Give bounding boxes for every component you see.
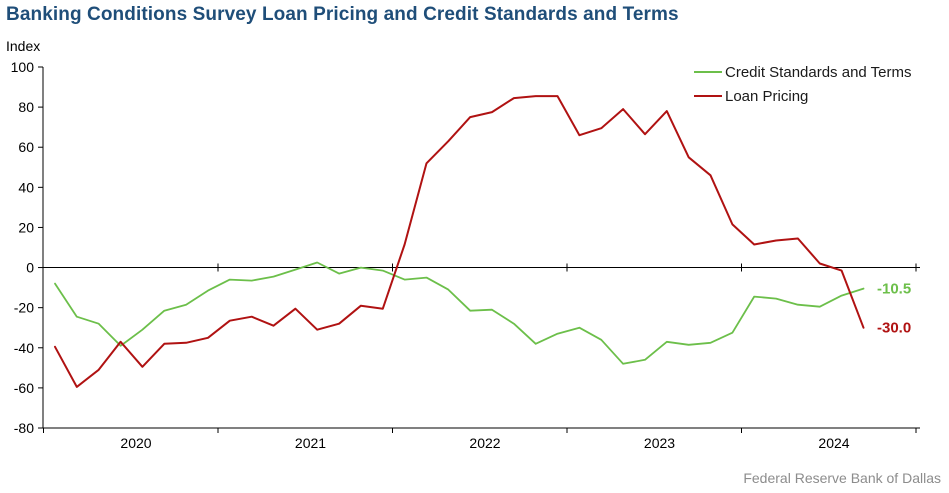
end-labels: -10.5 -30.0 [877, 281, 911, 337]
series-line-credit-standards-and-terms [54, 261, 865, 365]
plot-area [54, 95, 865, 388]
y-tick-label: 60 [18, 139, 34, 155]
y-tick-label: 0 [26, 260, 34, 276]
legend: Credit Standards and Terms Loan Pricing [694, 64, 911, 105]
y-axis: -80 -60 -40 -20 0 20 40 60 80 100 [11, 59, 44, 436]
y-tick-label: -20 [14, 300, 34, 316]
x-axis: 2020 2021 2022 2023 2024 [43, 263, 920, 451]
y-tick-label: 20 [18, 219, 34, 235]
end-value-label: -30.0 [877, 320, 911, 337]
series-line-loan-pricing [54, 95, 865, 388]
chart-title: Banking Conditions Survey Loan Pricing a… [6, 4, 679, 25]
legend-label: Loan Pricing [725, 88, 808, 105]
x-tick-label: 2021 [295, 435, 326, 451]
y-axis-label: Index [6, 38, 40, 54]
y-tick-label: -80 [14, 420, 34, 436]
x-tick-label: 2020 [120, 435, 151, 451]
x-tick-label: 2024 [818, 435, 849, 451]
x-tick-label: 2023 [644, 435, 675, 451]
y-tick-label: -60 [14, 380, 34, 396]
source-note: Federal Reserve Bank of Dallas [743, 470, 941, 486]
y-tick-label: 40 [18, 179, 34, 195]
y-tick-label: -40 [14, 340, 34, 356]
end-value-label: -10.5 [877, 281, 911, 298]
legend-label: Credit Standards and Terms [725, 64, 911, 81]
x-tick-label: 2022 [469, 435, 500, 451]
y-tick-label: 80 [18, 99, 34, 115]
y-tick-label: 100 [11, 59, 35, 75]
